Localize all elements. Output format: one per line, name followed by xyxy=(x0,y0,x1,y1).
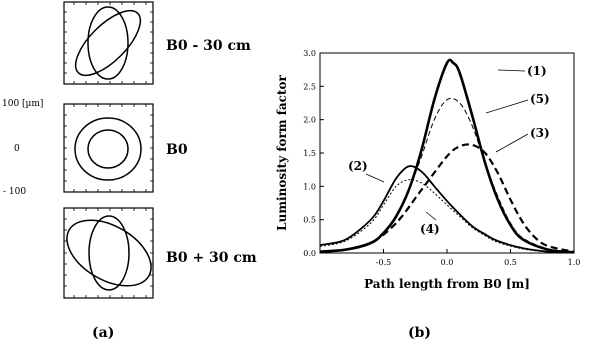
series-callout-line xyxy=(497,69,526,72)
x-tick-label: 0.0 xyxy=(441,258,454,267)
plot-frame xyxy=(319,52,575,254)
label-b0-plus-30cm: B0 + 30 cm xyxy=(166,250,257,266)
y-tick-label: 2.0 xyxy=(303,116,316,125)
x-tick-label: 0.5 xyxy=(504,258,517,267)
y-tick-label: 0.5 xyxy=(303,216,316,225)
series-label-1: (1) xyxy=(527,64,547,78)
y-tick-label: 2.5 xyxy=(303,82,316,91)
y-tick-100um: 100 [µm] xyxy=(2,99,44,109)
y-tick-label: 0.0 xyxy=(303,249,316,258)
series-label-3: (3) xyxy=(530,126,550,140)
y-tick-label: 3.0 xyxy=(303,49,316,58)
caption-b: (b) xyxy=(408,325,432,341)
series-callout-line xyxy=(365,173,385,183)
y-tick-0: 0 xyxy=(14,144,20,154)
series-label-5: (4) xyxy=(420,222,440,236)
y-tick-label: 1.0 xyxy=(303,182,316,191)
series-callout-line xyxy=(485,99,529,114)
panel-a-figure xyxy=(63,1,154,299)
series-line-4 xyxy=(319,165,575,254)
series-label-2: (5) xyxy=(530,92,550,106)
x-tick-label: -0.5 xyxy=(376,258,391,267)
label-b0-minus-30cm: B0 - 30 cm xyxy=(166,38,251,54)
y-tick-minus100: - 100 xyxy=(3,187,27,197)
series-callout-line xyxy=(425,211,437,221)
y-axis-label: Luminosity form factor xyxy=(275,75,289,231)
x-axis-label: Path length from B0 [m] xyxy=(364,277,530,291)
caption-a: (a) xyxy=(92,325,115,341)
series-callout-line xyxy=(495,133,529,153)
series-line-2 xyxy=(319,97,575,253)
series-line-5 xyxy=(319,179,575,253)
series-label-4: (2) xyxy=(348,159,368,173)
ellipse-plot-b0 xyxy=(63,103,154,193)
y-tick-label: 1.5 xyxy=(303,149,316,158)
series-line-3 xyxy=(319,143,575,253)
x-tick-label: 1.0 xyxy=(568,258,581,267)
luminosity-chart: 0.0 0.5 1.0 1.5 2.0 2.5 3.0 -0.5 0.0 0.5 1.0 (1) (… xyxy=(275,49,581,291)
label-b0: B0 xyxy=(166,142,188,158)
ellipse-plot-minus30 xyxy=(63,1,154,85)
ellipse-plot-plus30 xyxy=(63,207,154,299)
